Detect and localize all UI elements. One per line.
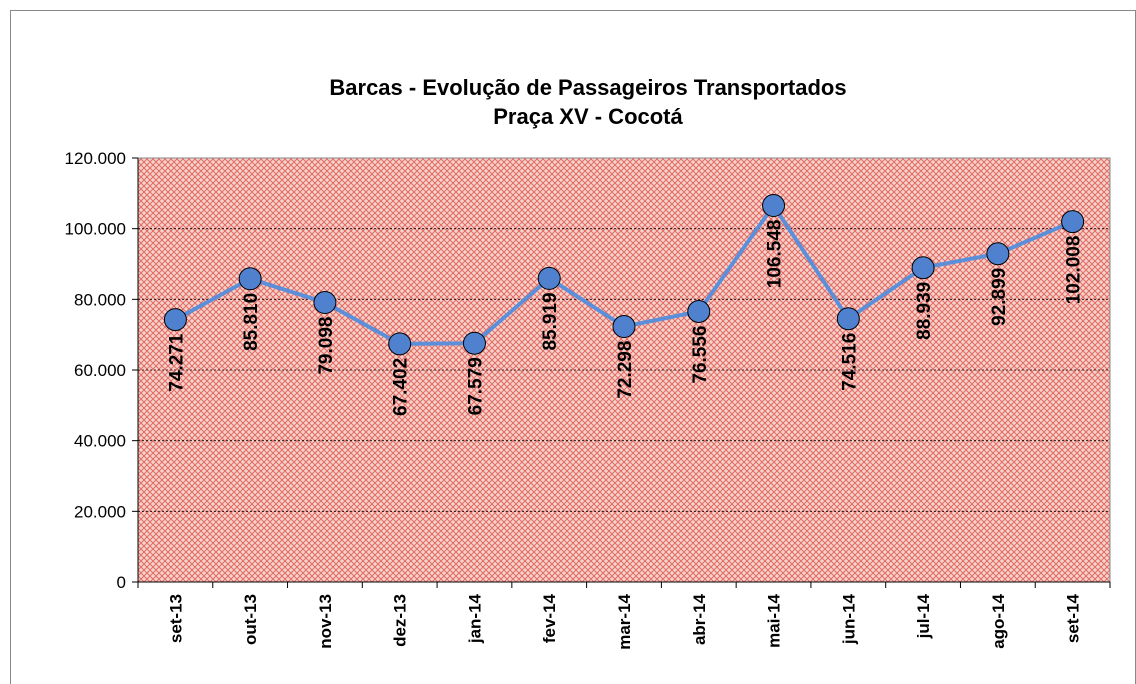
- data-label: 67.402: [391, 358, 412, 416]
- data-point: [313, 291, 337, 315]
- data-label: 85.810: [241, 293, 262, 351]
- data-point: [986, 242, 1010, 266]
- data-point: [612, 315, 636, 339]
- y-tick-label: 80.000: [74, 290, 126, 309]
- x-tick-label: set-13: [166, 594, 185, 643]
- data-point: [238, 267, 262, 291]
- y-tick-label: 0: [117, 573, 126, 592]
- y-tick-label: 100.000: [65, 220, 126, 239]
- x-tick-label: jan-14: [465, 593, 484, 644]
- chart-title: Barcas - Evolução de Passageiros Transpo…: [329, 75, 846, 100]
- x-tick-label: jul-14: [914, 593, 933, 639]
- y-tick-label: 120.000: [65, 149, 126, 168]
- x-tick-label: fev-14: [540, 593, 559, 643]
- data-point: [836, 307, 860, 331]
- data-label: 79.098: [316, 317, 337, 375]
- y-tick-label: 40.000: [74, 432, 126, 451]
- data-point: [1061, 210, 1085, 234]
- x-tick-label: ago-14: [989, 593, 1008, 648]
- data-point: [687, 300, 711, 324]
- chart-subtitle: Praça XV - Cocotá: [493, 104, 683, 129]
- data-label: 74.516: [839, 333, 860, 391]
- data-label: 72.298: [615, 341, 636, 399]
- x-tick-label: abr-14: [690, 593, 709, 645]
- data-label: 88.939: [914, 282, 935, 340]
- data-label: 85.919: [540, 292, 561, 350]
- data-label: 76.556: [690, 326, 711, 384]
- x-tick-label: out-13: [241, 594, 260, 645]
- data-point: [163, 308, 187, 332]
- data-label: 102.008: [1064, 236, 1085, 305]
- data-point: [911, 256, 935, 280]
- data-point: [462, 331, 486, 355]
- x-tick-label: mai-14: [765, 593, 784, 647]
- data-label: 67.579: [465, 357, 486, 415]
- x-tick-label: mar-14: [615, 593, 634, 649]
- x-tick-label: jun-14: [839, 593, 858, 645]
- data-label: 92.899: [989, 268, 1010, 326]
- x-tick-label: set-14: [1064, 593, 1083, 643]
- y-tick-label: 60.000: [74, 361, 126, 380]
- data-label: 74.271: [166, 333, 187, 392]
- data-point: [537, 266, 561, 290]
- data-point: [388, 332, 412, 356]
- data-point: [762, 194, 786, 218]
- x-tick-label: nov-13: [316, 594, 335, 649]
- x-tick-label: dez-13: [391, 594, 410, 647]
- y-tick-label: 20.000: [74, 502, 126, 521]
- data-label: 106.548: [765, 220, 786, 289]
